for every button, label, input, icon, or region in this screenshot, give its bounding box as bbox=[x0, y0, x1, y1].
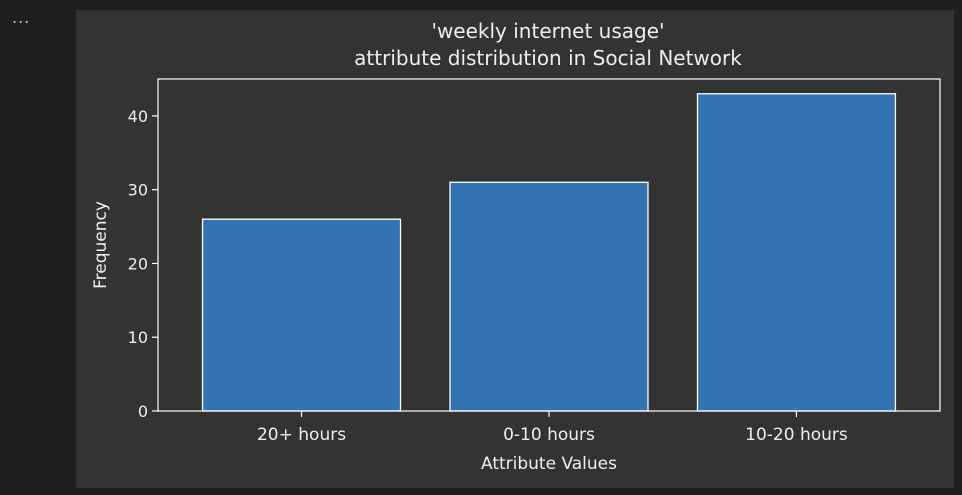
y-axis-ticks: 0 10 20 30 40 bbox=[128, 107, 158, 421]
cell-output-panel: 'weekly internet usage' attribute distri… bbox=[76, 10, 954, 488]
x-tick-label: 0-10 hours bbox=[503, 425, 595, 445]
x-tick-label: 20+ hours bbox=[257, 425, 346, 445]
cell-gutter: ... bbox=[0, 0, 76, 495]
x-axis-label: Attribute Values bbox=[481, 454, 617, 474]
bar-0-10-hours bbox=[449, 181, 649, 412]
bar-10-20-hours bbox=[696, 93, 897, 412]
y-tick-label: 20 bbox=[128, 254, 148, 273]
bar-20-hours bbox=[201, 218, 402, 412]
x-axis-ticks: 20+ hours 0-10 hours 10-20 hours bbox=[257, 411, 848, 445]
y-axis-label: Frequency bbox=[91, 201, 111, 289]
plot-frame bbox=[157, 78, 941, 412]
bar-chart: 'weekly internet usage' attribute distri… bbox=[91, 19, 941, 474]
chart-title-line1: 'weekly internet usage' bbox=[431, 19, 664, 43]
bar-group bbox=[201, 93, 897, 412]
cell-output-menu-icon[interactable]: ... bbox=[12, 8, 31, 27]
chart-title-line2: attribute distribution in Social Network bbox=[354, 46, 742, 70]
y-tick-label: 40 bbox=[128, 107, 148, 126]
y-tick-label: 30 bbox=[128, 181, 148, 200]
y-tick-label: 10 bbox=[128, 328, 148, 347]
y-tick-label: 0 bbox=[138, 402, 148, 421]
x-tick-label: 10-20 hours bbox=[745, 425, 848, 445]
